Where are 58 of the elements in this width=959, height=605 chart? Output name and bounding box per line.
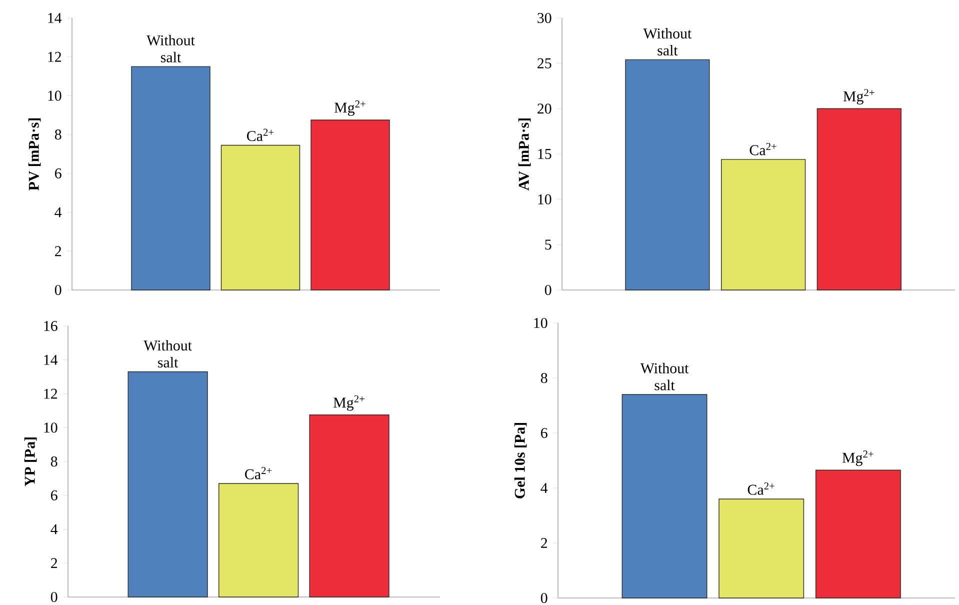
y-tick-label: 16 [44, 320, 58, 331]
x-tick-label: Mg$^{2+}$ [334, 395, 364, 411]
y-tick-label: 8 [50, 456, 58, 467]
y-tick-label: 15 [538, 148, 552, 159]
y-tick-label: 8 [540, 372, 548, 384]
bar [310, 120, 390, 290]
y-tick-label: 5 [545, 240, 552, 250]
y-tick-label: 4 [50, 524, 58, 534]
bar [625, 59, 710, 290]
y-tick-label: 4 [540, 483, 548, 493]
y-tick-label: 2 [541, 538, 547, 548]
y-tick-label: 14 [44, 354, 58, 365]
y-tick-label: 6 [55, 168, 62, 178]
x-tick-label: Ca$^{2+}$ [246, 128, 274, 142]
bar [128, 371, 208, 598]
y-axis-title: AV [mPa·s] [518, 118, 531, 190]
y-tick-label: 10 [534, 318, 548, 328]
bar [718, 498, 804, 598]
x-tick-label: Ca$^{2+}$ [750, 142, 776, 156]
x-tick-label: Mg$^{2+}$ [842, 450, 874, 466]
bar [815, 470, 901, 598]
y-tick-label: 14 [48, 13, 62, 23]
y-tick-label: 0 [540, 592, 548, 604]
x-tick-label: Ca$^{2+}$ [245, 467, 272, 480]
x-tick-label: Ca$^{2+}$ [748, 482, 774, 495]
bar [220, 144, 300, 290]
x-tick-label: Mg$^{2+}$ [843, 89, 874, 104]
y-tick-label: 2 [51, 558, 57, 568]
bar [131, 66, 210, 290]
y-tick-label: 30 [538, 12, 552, 24]
x-tick-label: Without salt [643, 28, 692, 56]
y-tick-label: 10 [538, 194, 552, 204]
y-tick-label: 6 [51, 490, 58, 500]
y-tick-label: 12 [48, 52, 61, 62]
bar [816, 108, 902, 290]
y-tick-label: 10 [44, 422, 58, 433]
y-tick-label: 0 [50, 592, 58, 602]
y-axis-title: YP [Pa] [24, 438, 37, 486]
y-tick-label: 4 [54, 207, 62, 218]
y-tick-label: 12 [44, 388, 57, 399]
y-tick-label: 6 [541, 428, 548, 438]
y-tick-label: 25 [538, 58, 552, 68]
y-tick-label: 20 [538, 104, 552, 114]
y-tick-label: 2 [55, 246, 61, 256]
y-tick-label: 0 [544, 284, 552, 296]
bar [309, 414, 390, 598]
x-tick-label: Mg$^{2+}$ [334, 100, 366, 116]
x-tick-label: Without salt [640, 362, 689, 390]
bar [622, 394, 708, 598]
y-axis-title: PV [mPa·s] [28, 118, 41, 190]
bar [218, 483, 299, 598]
x-tick-label: Without salt [144, 340, 192, 368]
y-tick-label: 0 [54, 284, 62, 296]
y-tick-label: 10 [48, 90, 62, 101]
bar [721, 159, 806, 290]
y-axis-title: Gel 10s [Pa] [514, 423, 527, 498]
y-tick-label: 8 [54, 130, 62, 140]
x-tick-label: Without salt [146, 34, 195, 62]
